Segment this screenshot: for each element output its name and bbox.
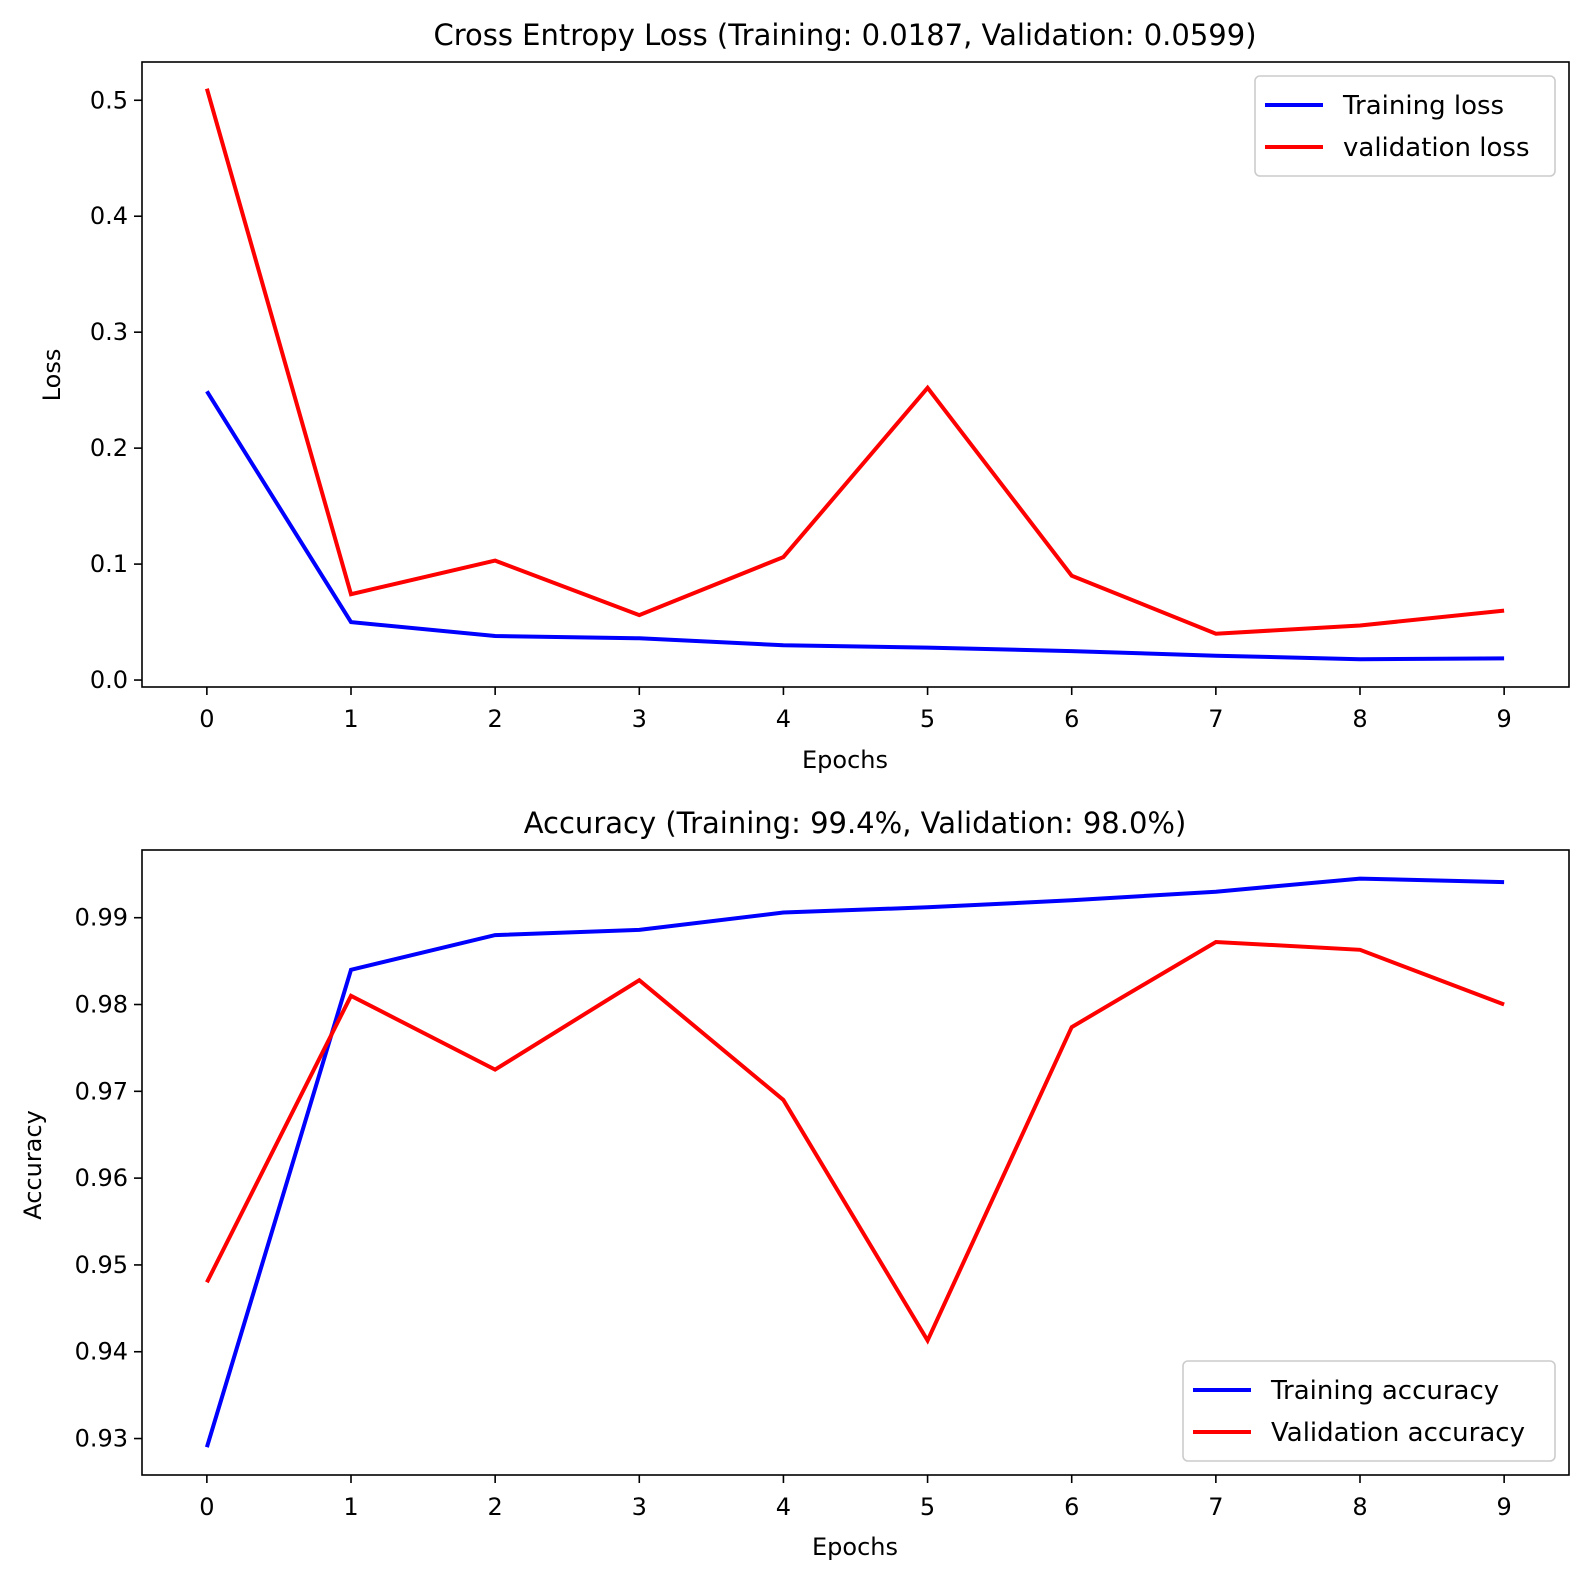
loss-y-tick-label: 0.0: [90, 666, 128, 694]
accuracy-y-tick-label: 0.98: [75, 991, 128, 1019]
accuracy-chart: Accuracy (Training: 99.4%, Validation: 9…: [19, 806, 1570, 1561]
loss-x-tick-label: 1: [343, 705, 358, 733]
loss-x-tick-label: 8: [1352, 705, 1367, 733]
loss-chart: Cross Entropy Loss (Training: 0.0187, Va…: [38, 18, 1570, 774]
accuracy-y-tick-label: 0.97: [75, 1077, 128, 1105]
accuracy-legend-label: Training accuracy: [1270, 1376, 1499, 1406]
loss-x-tick-label: 9: [1496, 705, 1511, 733]
loss-y-axis-label: Loss: [38, 349, 66, 402]
accuracy-y-tick-label: 0.95: [75, 1251, 128, 1279]
loss-legend-label: Training loss: [1342, 91, 1504, 121]
loss-x-tick-label: 2: [488, 705, 503, 733]
loss-plot-frame: [141, 61, 1570, 688]
loss-y-tick-label: 0.5: [90, 86, 128, 114]
loss-legend-box: [1254, 75, 1556, 177]
accuracy-x-tick-label: 8: [1352, 1493, 1367, 1521]
loss-legend-label: validation loss: [1343, 133, 1530, 163]
accuracy-legend-label: Validation accuracy: [1271, 1418, 1525, 1448]
accuracy-y-tick-label: 0.96: [75, 1164, 128, 1192]
loss-x-axis-label: Epochs: [802, 746, 888, 774]
loss-series-lines: [204, 88, 1505, 662]
accuracy-y-tick-label: 0.94: [75, 1338, 128, 1366]
loss-x-tick-label: 0: [199, 705, 214, 733]
loss-series-line-validation: [204, 88, 1505, 636]
accuracy-x-tick-label: 9: [1496, 1493, 1511, 1521]
accuracy-y-tick-label: 0.93: [75, 1425, 128, 1453]
loss-series-line-training: [205, 390, 1505, 662]
loss-y-tick-label: 0.2: [90, 434, 128, 462]
accuracy-chart-title: Accuracy (Training: 99.4%, Validation: 9…: [524, 806, 1187, 840]
loss-legend: Training loss validation loss: [1254, 75, 1556, 177]
loss-x-tick-label: 4: [776, 705, 791, 733]
accuracy-legend: Training accuracy Validation accuracy: [1182, 1360, 1556, 1462]
accuracy-x-tick-label: 5: [920, 1493, 935, 1521]
accuracy-legend-box: [1182, 1360, 1556, 1462]
loss-y-tick-label: 0.4: [90, 202, 128, 230]
loss-y-tick-label: 0.1: [90, 550, 128, 578]
loss-x-tick-label: 3: [632, 705, 647, 733]
loss-x-tick-label: 5: [920, 705, 935, 733]
loss-axis-ticks: 0 1 2 3 4 5 6 7 8 9 0.0 0.1 0.2 0.3 0.4 0.5: [90, 86, 1512, 733]
accuracy-x-tick-label: 1: [343, 1493, 358, 1521]
accuracy-series-lines: [204, 876, 1505, 1448]
accuracy-x-tick-label: 3: [632, 1493, 647, 1521]
loss-x-tick-label: 7: [1208, 705, 1223, 733]
accuracy-series-line-validation: [205, 939, 1505, 1345]
accuracy-y-tick-label: 0.99: [75, 904, 128, 932]
accuracy-axis-ticks: 0 1 2 3 4 5 6 7 8 9 0.93 0.94 0.95 0.96 0.97 0.98 0.99: [75, 904, 1512, 1521]
accuracy-x-tick-label: 2: [488, 1493, 503, 1521]
accuracy-y-axis-label: Accuracy: [19, 1110, 47, 1220]
loss-x-tick-label: 6: [1064, 705, 1079, 733]
accuracy-x-tick-label: 4: [776, 1493, 791, 1521]
accuracy-series-line-training: [204, 876, 1505, 1448]
accuracy-x-tick-label: 7: [1208, 1493, 1223, 1521]
accuracy-x-tick-label: 0: [199, 1493, 214, 1521]
loss-y-tick-label: 0.3: [90, 318, 128, 346]
accuracy-plot-frame: [141, 849, 1570, 1476]
accuracy-x-tick-label: 6: [1064, 1493, 1079, 1521]
loss-chart-title: Cross Entropy Loss (Training: 0.0187, Va…: [433, 18, 1256, 52]
accuracy-x-axis-label: Epochs: [812, 1533, 898, 1561]
